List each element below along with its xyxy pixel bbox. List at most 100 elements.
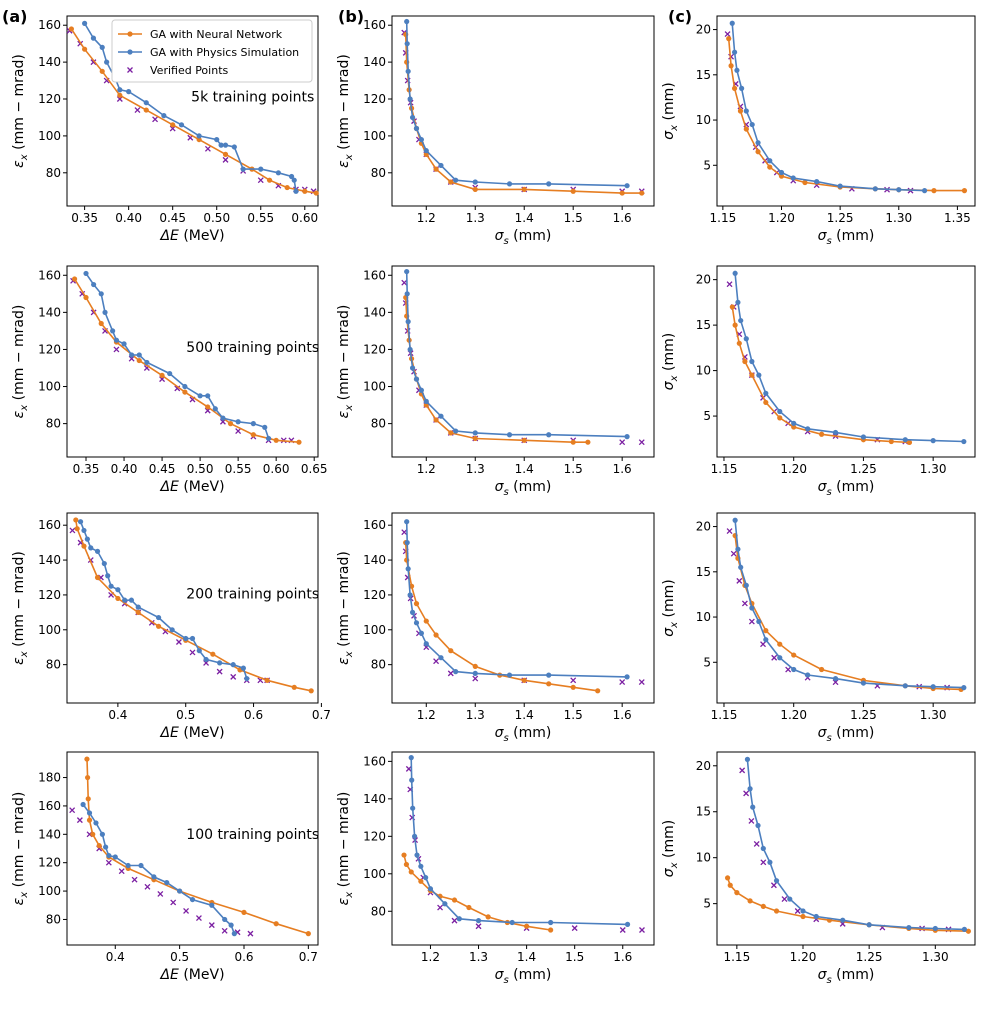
y-tick-label: 10 [696, 113, 711, 127]
data-point [291, 684, 297, 690]
data-point [240, 665, 246, 671]
plot-area [391, 751, 655, 946]
data-point [902, 437, 908, 443]
data-point [418, 136, 424, 143]
column-label-c: (c) [668, 7, 692, 26]
verified-point [116, 96, 123, 102]
x-tick-label: 0.65 [301, 462, 328, 476]
y-tick-label: 15 [696, 565, 711, 579]
panel-c3: 1.15 1.20 1.25 1.30 5 10 15 20 σs (mm) σx (mm) [661, 512, 976, 744]
verified-point [157, 890, 164, 897]
verified-point [619, 679, 626, 686]
y-tick-label: 15 [696, 805, 711, 819]
y-tick-label: 140 [363, 553, 386, 567]
data-point [506, 432, 513, 438]
data-point [82, 20, 88, 26]
plot-area [66, 751, 319, 946]
x-tick-label: 0.7 [299, 950, 318, 964]
x-axis-label: ΔE (MeV) [159, 725, 224, 741]
y-tick-label: 100 [363, 380, 386, 394]
y-axis-label: εx (mm − mrad) [11, 54, 30, 168]
data-point [800, 908, 806, 914]
data-point [266, 177, 273, 183]
data-point [82, 46, 88, 52]
data-point [472, 435, 478, 442]
legend-x-marker [127, 67, 133, 73]
y-tick-label: 140 [363, 792, 386, 806]
x-tick-label: 1.3 [466, 462, 485, 476]
data-point [756, 372, 762, 378]
verified-point [131, 876, 138, 883]
data-point [423, 874, 429, 881]
y-axis-label: σx (mm) [661, 82, 680, 140]
data-point [138, 862, 144, 869]
data-point [240, 166, 246, 172]
series-ga-with-physics-simulation [408, 755, 631, 927]
series-verified-points [69, 527, 271, 684]
data-point [408, 869, 414, 875]
data-point [308, 688, 314, 694]
data-point [110, 328, 116, 334]
data-point [423, 398, 429, 404]
data-point [74, 526, 80, 532]
data-point [743, 336, 749, 342]
data-point [906, 924, 912, 931]
data-point [472, 179, 478, 185]
data-point [401, 852, 407, 858]
data-point [117, 87, 123, 93]
data-point [418, 630, 424, 636]
data-point [813, 913, 819, 920]
plot-area [391, 265, 655, 458]
data-point [81, 543, 87, 549]
data-point [182, 383, 188, 390]
verified-point [170, 899, 177, 906]
data-point [724, 875, 731, 881]
x-tick-label: 1.15 [723, 950, 750, 964]
x-tick-label: 1.15 [711, 708, 738, 722]
y-tick-label: 80 [371, 658, 386, 672]
y-tick-label: 5 [703, 409, 711, 423]
data-point [288, 173, 295, 180]
x-tick-label: 1.4 [515, 462, 534, 476]
data-point [749, 605, 755, 611]
data-point [231, 144, 237, 150]
x-tick-label: 1.30 [920, 462, 947, 476]
data-point [264, 677, 270, 683]
data-point [409, 365, 416, 371]
x-axis-label: σs (mm) [495, 479, 552, 498]
data-point [800, 913, 806, 920]
verified-point [770, 882, 777, 889]
data-point [418, 878, 424, 884]
verified-point [447, 670, 454, 677]
x-tick-label: 0.35 [73, 462, 100, 476]
data-point [423, 148, 429, 154]
data-point [619, 190, 625, 196]
data-point [313, 190, 319, 196]
data-point [931, 188, 937, 194]
data-point [860, 434, 867, 440]
x-axis-label: ΔE (MeV) [159, 479, 224, 495]
data-point [80, 801, 86, 808]
y-axis-label: σx (mm) [661, 579, 680, 637]
legend: GA with Neural Network GA with Physics Si… [111, 19, 313, 83]
data-point [755, 149, 761, 155]
verified-point [230, 673, 237, 680]
data-point [167, 370, 173, 377]
x-axis-label: σs (mm) [818, 479, 875, 498]
data-point [305, 931, 311, 937]
verified-point [638, 439, 645, 446]
x-tick-label: 0.50 [187, 462, 214, 476]
data-point [409, 609, 416, 615]
data-point [86, 810, 93, 816]
x-tick-label: 0.45 [159, 211, 186, 225]
verified-point [638, 679, 645, 686]
data-point [802, 179, 808, 186]
data-point [258, 166, 264, 172]
series-line [405, 271, 628, 438]
data-point [413, 376, 420, 382]
x-tick-label: 0.4 [108, 708, 127, 722]
data-point [189, 896, 196, 903]
verified-point [475, 923, 482, 930]
x-tick-label: 0.60 [263, 462, 290, 476]
series-line [86, 759, 309, 935]
